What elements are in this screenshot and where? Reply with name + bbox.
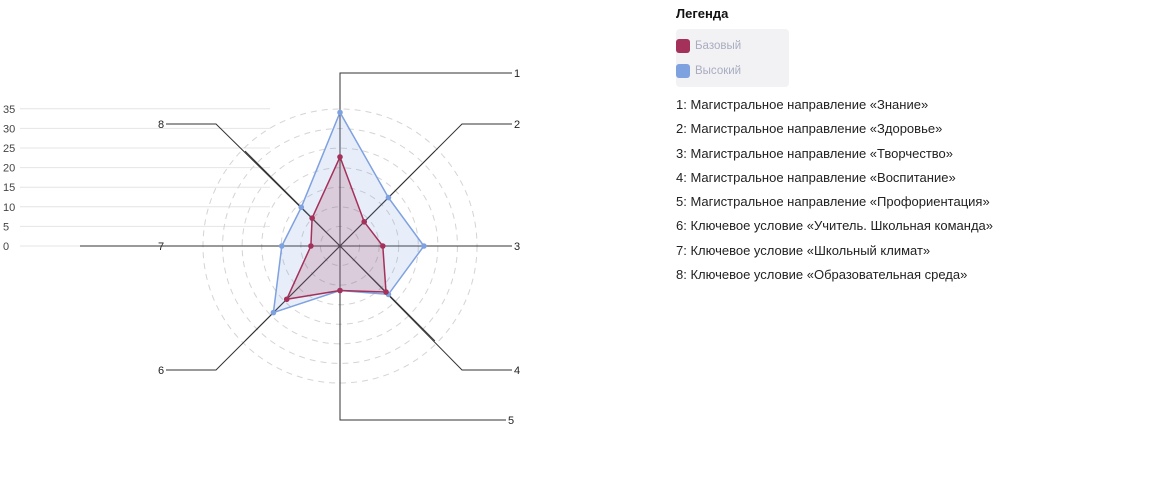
- series-point-base-5: [337, 287, 343, 294]
- series-point-high-7: [278, 243, 285, 249]
- axis-leader-line: [339, 246, 506, 421]
- legend-panel: Легенда Базовый Высокий 1: Магистральное…: [676, 4, 1156, 287]
- axis-description-2: 2: Магистральное направление «Здоровье»: [676, 121, 943, 137]
- axis-label-6: 6: [158, 365, 164, 377]
- series-point-base-7: [308, 243, 314, 249]
- series-point-high-8: [298, 204, 305, 211]
- series-point-base-6: [283, 296, 290, 303]
- legend-label-high: Высокий: [695, 64, 742, 77]
- axis-leader-line: [339, 245, 512, 371]
- series-point-base-2: [361, 218, 368, 225]
- scale-tick-label: 15: [3, 182, 15, 194]
- axis-description-7: 7: Ключевое условие «Школьный климат»: [676, 242, 931, 258]
- scale-tick-label: 35: [3, 104, 15, 116]
- series-point-base-3: [380, 243, 386, 249]
- legend-title: Легенда: [676, 6, 729, 21]
- axis-label-1: 1: [514, 68, 520, 80]
- radar-chart-area: 0 5 10 15 20 25 30 35 1 2 3 4 5 6 7 8: [3, 68, 520, 427]
- scale-tick-label: 30: [3, 123, 15, 135]
- legend-swatch-high: [676, 63, 690, 78]
- scale-tick-label: 5: [3, 221, 9, 233]
- series-point-high-3: [421, 243, 427, 249]
- scale-tick-label: 20: [3, 163, 15, 175]
- axis-leader-line: [339, 123, 512, 247]
- scale-tick-label: 10: [3, 202, 15, 214]
- axis-description-8: 8: Ключевое условие «Образовательная сре…: [676, 267, 968, 283]
- legend-series-box: Базовый Высокий: [676, 29, 789, 87]
- axis-label-4: 4: [514, 365, 520, 377]
- series-point-base-8: [309, 215, 315, 221]
- radar-chart: 0 5 10 15 20 25 30 35 1 2 3 4 5 6 7 8: [3, 68, 520, 427]
- axis-label-2: 2: [514, 119, 520, 131]
- axis-description-6: 6: Ключевое условие «Учитель. Школьная к…: [676, 218, 994, 234]
- axis-label-3: 3: [514, 241, 520, 253]
- axis-description-5: 5: Магистральное направление «Профориент…: [676, 194, 990, 210]
- axis-description-4: 4: Магистральное направление «Воспитание…: [676, 169, 956, 185]
- legend-item-high[interactable]: Высокий: [676, 58, 789, 83]
- axis-label-7: 7: [158, 241, 164, 253]
- legend-swatch-base: [676, 38, 690, 53]
- series-point-high-2: [385, 194, 392, 201]
- axis-label-8: 8: [158, 119, 164, 131]
- axis-description-list: 1: Магистральное направление «Знание» 2:…: [676, 93, 1156, 287]
- axis-leader-line: [166, 245, 341, 371]
- axis-description-3: 3: Магистральное направление «Творчество…: [676, 145, 954, 161]
- series-point-base-4: [383, 289, 389, 295]
- scale-tick-label: 25: [3, 143, 15, 155]
- axis-leader-line: [339, 72, 512, 246]
- axis-label-5: 5: [508, 415, 514, 427]
- scale-tick-label: 0: [3, 241, 9, 253]
- legend-item-base[interactable]: Базовый: [676, 33, 789, 58]
- series-point-high-1: [337, 109, 343, 116]
- series-point-base-1: [337, 154, 343, 160]
- axis-description-1: 1: Магистральное направление «Знание»: [676, 97, 929, 112]
- legend-label-base: Базовый: [695, 39, 742, 52]
- axis-leader-line: [166, 123, 341, 247]
- series-point-high-6: [270, 309, 277, 316]
